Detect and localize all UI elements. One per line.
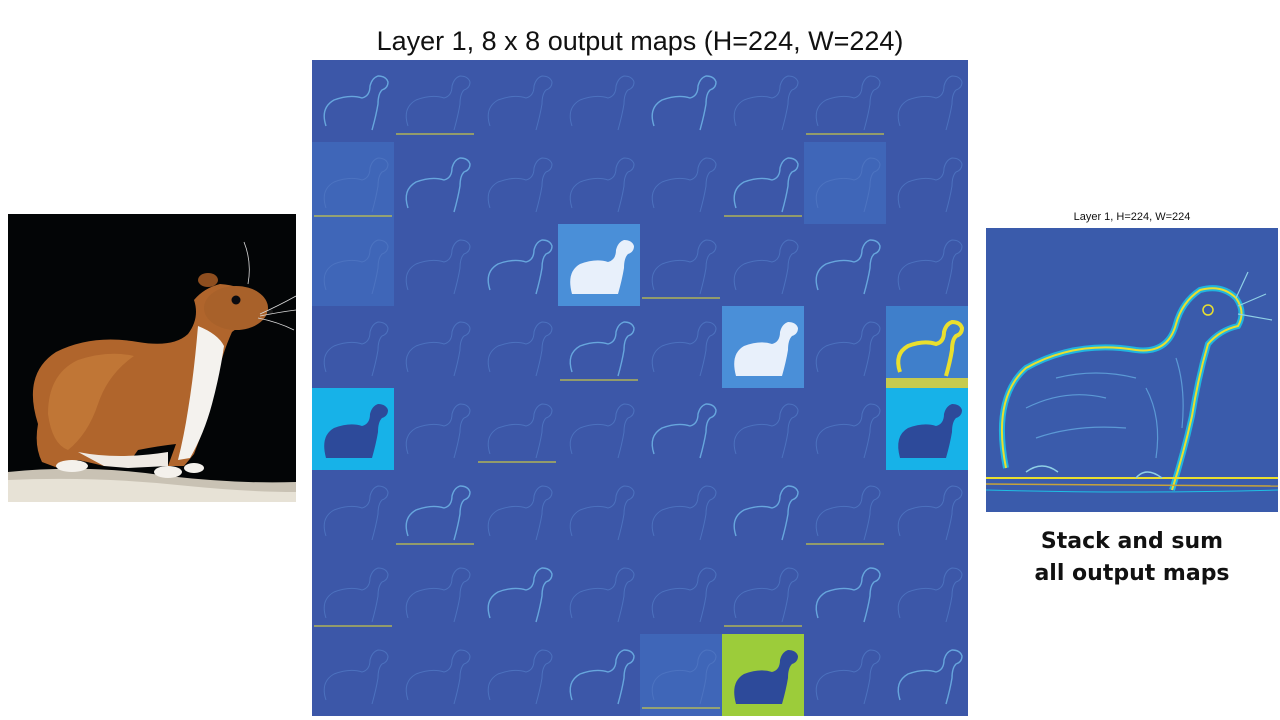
feature-map-cell [886, 306, 968, 388]
feature-map-cell [722, 388, 804, 470]
feature-map-cell [394, 634, 476, 716]
feature-map-cell [312, 470, 394, 552]
feature-map-cell [722, 634, 804, 716]
feature-map-cell [476, 224, 558, 306]
feature-map-cell [312, 142, 394, 224]
feature-map-cell [312, 552, 394, 634]
feature-map-cell [722, 306, 804, 388]
feature-map-cell [886, 552, 968, 634]
feature-map-cell [558, 634, 640, 716]
feature-map-cell [640, 634, 722, 716]
feature-map-cell [312, 306, 394, 388]
weasel-photo [8, 214, 296, 502]
feature-map-cell [394, 142, 476, 224]
feature-map-cell [886, 60, 968, 142]
feature-map-cell [476, 60, 558, 142]
feature-map-cell [476, 470, 558, 552]
feature-map-cell [312, 224, 394, 306]
feature-map-cell [804, 552, 886, 634]
feature-map-cell [804, 224, 886, 306]
feature-map-cell [804, 306, 886, 388]
feature-map-cell [558, 388, 640, 470]
caption: Stack and sum all output maps [1000, 526, 1264, 590]
feature-map-cell [558, 470, 640, 552]
feature-map-cell [394, 306, 476, 388]
feature-map-cell [558, 142, 640, 224]
feature-map-cell [640, 306, 722, 388]
feature-map-cell [722, 142, 804, 224]
summed-feature-map [986, 228, 1278, 512]
feature-map-cell [722, 470, 804, 552]
summed-map-image [986, 228, 1278, 512]
feature-map-cell [476, 634, 558, 716]
feature-map-cell [558, 552, 640, 634]
feature-map-cell [804, 388, 886, 470]
feature-map-cell [476, 142, 558, 224]
feature-map-cell [476, 552, 558, 634]
input-image [8, 214, 296, 502]
feature-map-cell [722, 224, 804, 306]
feature-map-cell [394, 388, 476, 470]
grid-title: Layer 1, 8 x 8 output maps (H=224, W=224… [376, 26, 904, 56]
feature-map-cell [394, 224, 476, 306]
summary-map-title: Layer 1, H=224, W=224 [1073, 211, 1191, 223]
feature-map-cell [312, 388, 394, 470]
feature-map-cell [312, 634, 394, 716]
feature-map-cell [722, 60, 804, 142]
feature-map-cell [886, 388, 968, 470]
feature-map-cell [886, 634, 968, 716]
caption-line-2: all output maps [1034, 561, 1230, 586]
feature-map-grid [312, 60, 968, 716]
feature-map-cell [640, 552, 722, 634]
feature-map-cell [804, 60, 886, 142]
caption-line-1: Stack and sum [1040, 529, 1224, 554]
feature-map-cell [640, 60, 722, 142]
feature-map-cell [640, 224, 722, 306]
feature-map-cell [558, 306, 640, 388]
feature-map-cell [558, 60, 640, 142]
feature-map-cell [558, 224, 640, 306]
feature-map-cell [640, 388, 722, 470]
feature-map-cell [804, 142, 886, 224]
feature-map-cell [312, 60, 394, 142]
feature-map-cell [886, 470, 968, 552]
feature-map-cell [804, 470, 886, 552]
feature-map-cell [394, 470, 476, 552]
feature-map-cell [640, 470, 722, 552]
feature-map-cell [886, 224, 968, 306]
feature-map-cell [640, 142, 722, 224]
feature-map-cell [476, 306, 558, 388]
feature-map-cell [886, 142, 968, 224]
feature-map-cell [476, 388, 558, 470]
feature-map-cell [804, 634, 886, 716]
feature-map-cell [394, 552, 476, 634]
feature-map-cell [722, 552, 804, 634]
feature-map-cell [394, 60, 476, 142]
